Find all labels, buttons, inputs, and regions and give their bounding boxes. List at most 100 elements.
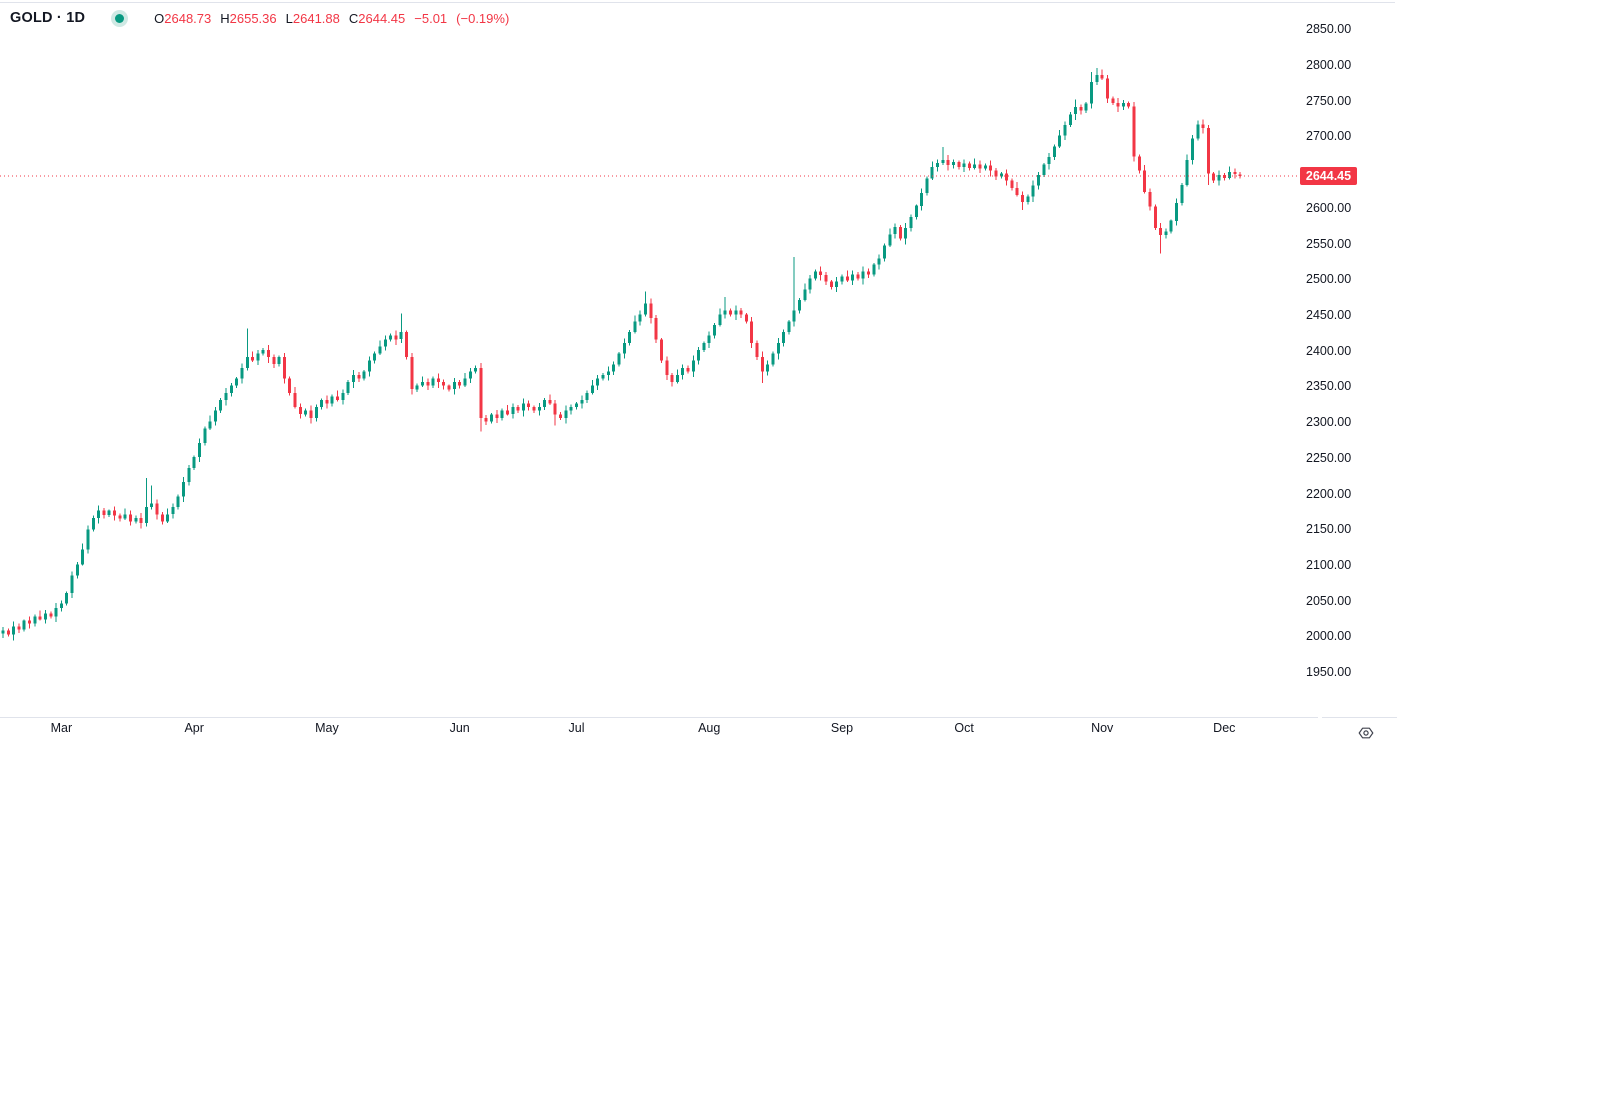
candle-body xyxy=(1090,82,1093,104)
price-tick-label: 2300.00 xyxy=(1306,415,1352,430)
candle-body xyxy=(235,378,239,386)
candle-body xyxy=(644,303,647,315)
candle-body xyxy=(739,310,743,315)
candle-body xyxy=(1100,75,1104,79)
candle-body xyxy=(978,164,982,169)
candle-body xyxy=(97,510,101,518)
price-tick-label: 2050.00 xyxy=(1306,593,1352,608)
candle-body xyxy=(989,165,993,171)
candlestick-chart[interactable] xyxy=(0,0,1300,706)
price-tick-label: 2100.00 xyxy=(1306,558,1352,572)
candle-body xyxy=(325,400,329,404)
low-value: 2641.88 xyxy=(292,10,340,26)
candle-body xyxy=(1180,185,1184,203)
candle-body xyxy=(707,335,711,343)
candle-body xyxy=(341,392,345,400)
candle-body xyxy=(12,626,16,635)
candle-body xyxy=(750,321,754,343)
candle-body xyxy=(1164,231,1168,235)
candle-body xyxy=(102,510,106,515)
candle-body xyxy=(883,245,886,259)
candle-body xyxy=(1121,102,1125,107)
month-tick-label-jul: Jul xyxy=(568,721,585,735)
candle-body xyxy=(229,385,233,393)
price-tick-label: 1950.00 xyxy=(1306,665,1352,680)
candle-body xyxy=(463,378,467,386)
candle-body xyxy=(468,371,472,379)
candle-body xyxy=(362,371,366,379)
month-tick-label-aug: Aug xyxy=(698,721,721,735)
candle-body xyxy=(962,163,966,168)
candle-body xyxy=(898,227,902,239)
candle-body xyxy=(150,503,154,508)
candle-body xyxy=(1084,103,1088,111)
candle-body xyxy=(128,514,132,522)
candle-body xyxy=(1143,170,1147,193)
candle-body xyxy=(389,335,393,340)
candle-body xyxy=(240,367,244,379)
price-tick-label: 2600.00 xyxy=(1306,200,1352,215)
candle-body xyxy=(1201,124,1205,128)
candle-body xyxy=(936,162,940,168)
candle-body xyxy=(543,400,547,408)
candle-body xyxy=(500,410,504,418)
candle-body xyxy=(378,346,382,354)
candle-body xyxy=(1047,157,1051,165)
candle-body xyxy=(245,357,249,368)
candle-body xyxy=(723,310,727,315)
candle-body xyxy=(983,165,987,169)
candle-body xyxy=(123,514,127,519)
candle-body xyxy=(888,234,892,246)
candle-body xyxy=(1185,160,1189,185)
candle-body xyxy=(606,371,610,375)
candle-body xyxy=(893,227,897,235)
time-axis-border-right xyxy=(1322,717,1397,718)
candle-body xyxy=(718,314,722,325)
price-axis[interactable]: 2850.00 2800.00 2750.00 2700.00 2600.00 2550.… xyxy=(0,0,1611,705)
candle-body xyxy=(484,417,488,422)
candle-body xyxy=(505,410,509,415)
candle-body xyxy=(1137,156,1141,171)
candle-body xyxy=(474,367,478,372)
candle-body xyxy=(686,367,690,372)
candle-body xyxy=(107,510,111,515)
candle-body xyxy=(1021,195,1024,203)
candle-body xyxy=(585,392,589,400)
month-tick-label-jun: Jun xyxy=(449,721,470,735)
candle-body xyxy=(224,392,228,400)
candle-body xyxy=(367,360,371,372)
month-tick-label-oct: Oct xyxy=(954,721,974,735)
candle-body xyxy=(617,353,621,365)
candle-body xyxy=(851,274,855,281)
candle-body xyxy=(829,281,833,288)
candle-body xyxy=(872,264,876,275)
candle-body xyxy=(553,403,557,415)
candle-body xyxy=(447,385,451,390)
candle-body xyxy=(564,410,568,418)
price-tick-label: 2400.00 xyxy=(1306,343,1352,358)
candle-body xyxy=(436,378,440,383)
candle-body xyxy=(1153,206,1157,228)
candle-body xyxy=(824,275,828,282)
time-axis[interactable]: Mar Apr May Jun Jul Aug Sep Oct Nov Dec xyxy=(0,719,1400,737)
chart-legend: GOLD · 1D O 2648.73 H 2655.36 L 2641.88 C 26… xyxy=(10,8,509,28)
symbol-title[interactable]: GOLD · 1D xyxy=(10,10,86,26)
candle-body xyxy=(1031,185,1035,197)
candle-body xyxy=(649,303,653,318)
candle-body xyxy=(787,321,791,333)
candle-body xyxy=(203,428,207,443)
candle-body xyxy=(840,276,844,282)
price-scale-settings-icon[interactable] xyxy=(1356,723,1376,743)
candle-body xyxy=(925,178,929,193)
candle-body xyxy=(426,382,430,386)
candle-body xyxy=(532,407,536,411)
candle-body xyxy=(580,400,584,404)
candle-body xyxy=(1206,127,1210,174)
candle-body xyxy=(681,367,685,375)
candle-body xyxy=(1111,98,1115,103)
candle-body xyxy=(352,375,355,383)
candle-body xyxy=(1217,175,1221,181)
candle-body xyxy=(86,529,90,550)
candle-body xyxy=(405,332,409,358)
candle-body xyxy=(867,271,870,275)
